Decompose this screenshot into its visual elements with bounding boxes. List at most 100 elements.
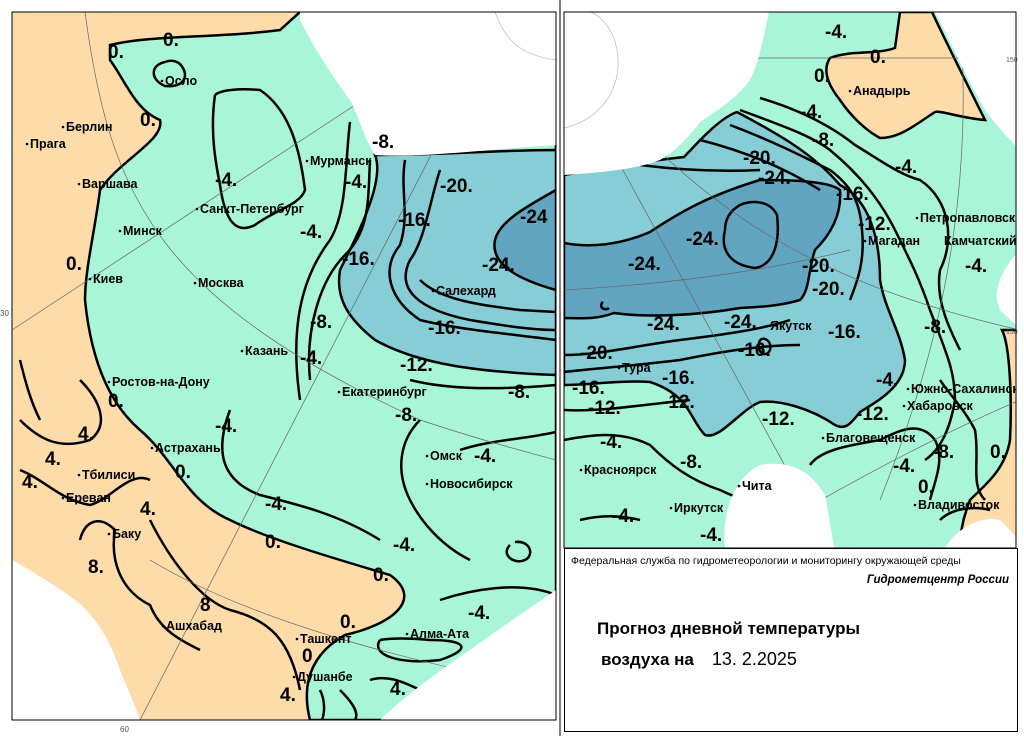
city-marker bbox=[848, 89, 852, 93]
region-below-minus24 bbox=[493, 188, 556, 292]
city-marker bbox=[292, 675, 296, 679]
city-label: Астрахань bbox=[155, 441, 221, 455]
isoline-value-label: 0. bbox=[163, 30, 179, 51]
isoline-value-label: -8. bbox=[395, 405, 417, 426]
isoline-value-label: 8. bbox=[88, 557, 104, 578]
city-marker bbox=[906, 387, 910, 391]
isoline-value-label: -4. bbox=[345, 172, 367, 193]
isoline-value-label: -4. bbox=[895, 157, 917, 178]
isoline-value-label: -4. bbox=[600, 432, 622, 453]
city-marker bbox=[913, 503, 917, 507]
isoline-value-label: -12. bbox=[662, 392, 695, 413]
no-data-bottom-left bbox=[12, 560, 140, 720]
city-marker bbox=[579, 468, 583, 472]
city-label: Якутск bbox=[770, 319, 812, 333]
city-marker bbox=[737, 484, 741, 488]
isoline-value-label: -8. bbox=[508, 382, 530, 403]
city-marker bbox=[431, 289, 435, 293]
isoline-value-label: -16. bbox=[572, 378, 605, 399]
isoline-value-label: -12. bbox=[762, 409, 795, 430]
isoline-value-label: -20. bbox=[440, 176, 473, 197]
city-marker bbox=[25, 142, 29, 146]
center-name: Гидрометцентр России bbox=[866, 574, 1009, 586]
no-data-top-right bbox=[300, 12, 556, 156]
isoline-value-label: -24. bbox=[758, 168, 791, 189]
city-label: Камчатский bbox=[944, 234, 1017, 248]
no-data-top-right bbox=[935, 12, 1016, 146]
city-marker bbox=[61, 496, 65, 500]
no-data-bottom-right bbox=[945, 519, 1016, 548]
city-marker bbox=[863, 239, 867, 243]
isoline-value-label: 0. bbox=[140, 110, 156, 131]
isoline-value-label: -20. bbox=[812, 279, 845, 300]
polar-circle bbox=[564, 12, 619, 129]
isoline-value-label: -24. bbox=[686, 229, 719, 250]
isoline-value-label: -24. bbox=[724, 312, 757, 333]
isoline-value-label: -24. bbox=[482, 255, 515, 276]
grid-label-60: 60 bbox=[120, 725, 129, 734]
city-label: Баку bbox=[112, 527, 141, 541]
city-label: Берлин bbox=[66, 120, 112, 134]
city-label: Красноярск bbox=[584, 463, 657, 477]
city-label: Иркутск bbox=[674, 501, 724, 515]
isoline-value-label: -8. bbox=[924, 317, 946, 338]
city-marker bbox=[617, 366, 621, 370]
forecast-info-box: Федеральная служба по гидрометеорологии … bbox=[564, 548, 1018, 732]
left-city-labels: Осло Берлин Прага Варшава Минск Санкт-Петербу… bbox=[25, 74, 513, 684]
isoline-value-label: -4. bbox=[393, 535, 415, 556]
isoline-value-label: 0. bbox=[814, 66, 830, 87]
left-panel-border bbox=[11, 11, 557, 721]
forecast-subtitle: воздуха на 13. 2.2025 bbox=[601, 649, 797, 670]
isoline-value-label: -12. bbox=[400, 355, 433, 376]
city-label: Прага bbox=[30, 137, 67, 151]
region-minus12-to-minus24 bbox=[337, 148, 556, 377]
city-label: Осло bbox=[165, 74, 197, 88]
isoline-value-label: -4. bbox=[215, 170, 237, 191]
isoline-value-label: -4. bbox=[800, 102, 822, 123]
agency-name: Федеральная служба по гидрометеорологии … bbox=[571, 555, 961, 567]
right-isolines bbox=[564, 28, 991, 522]
left-isoline-labels: 0. 0. 0. 0. 0. 0. 0. 0. 0. 0 -4. -4. -4. -4. -4. -4. -4.… bbox=[22, 30, 548, 706]
isoline-value-label: -12. bbox=[588, 398, 621, 419]
isoline-value-label: 0. bbox=[66, 254, 82, 275]
isoline-value-label: -4. bbox=[700, 525, 722, 546]
isoline-value-label: -24. bbox=[647, 314, 680, 335]
city-marker bbox=[902, 404, 906, 408]
left-map-panel: Осло Берлин Прага Варшава Минск Санкт-Петербу… bbox=[12, 12, 556, 720]
city-label: Екатеринбург bbox=[342, 385, 427, 399]
city-label: Ашхабад bbox=[166, 619, 222, 633]
city-label: Тбилиси bbox=[82, 468, 135, 482]
city-label: Новосибирск bbox=[430, 477, 513, 491]
isoline-value-label: -4. bbox=[468, 603, 490, 624]
city-label: Салехард bbox=[436, 284, 496, 298]
city-marker bbox=[405, 632, 409, 636]
isoline-value-label: -16. bbox=[738, 340, 771, 361]
city-label: Тура bbox=[622, 361, 652, 375]
isoline-value-label: -4. bbox=[474, 446, 496, 467]
isoline-value-label: -16. bbox=[662, 368, 695, 389]
city-label: Ереван bbox=[66, 491, 111, 505]
city-marker bbox=[107, 380, 111, 384]
isoline-value-label: -8. bbox=[680, 452, 702, 473]
city-marker bbox=[821, 436, 825, 440]
isoline-value-label: 4. bbox=[45, 449, 61, 470]
isoline-value-label: 0 bbox=[302, 646, 313, 667]
city-marker bbox=[337, 390, 341, 394]
grid-label-150-top: 150 bbox=[1006, 57, 1018, 64]
city-label: Благовещенск bbox=[826, 431, 916, 445]
isoline-value-label: -16. bbox=[828, 322, 861, 343]
isoline-value-label: -16. bbox=[428, 318, 461, 339]
isoline-value-label: -12. bbox=[858, 214, 891, 235]
city-marker bbox=[240, 349, 244, 353]
city-marker bbox=[160, 79, 164, 83]
city-marker bbox=[77, 182, 81, 186]
region-below-minus24 bbox=[564, 178, 842, 320]
left-isolines bbox=[18, 59, 556, 720]
isoline-value-label: -16. bbox=[398, 210, 431, 231]
city-marker bbox=[669, 506, 673, 510]
isoline-value-label: -4. bbox=[893, 456, 915, 477]
city-label: Ташкент bbox=[300, 632, 352, 646]
city-label: Москва bbox=[198, 276, 245, 290]
city-label: Алма-Ата bbox=[410, 627, 470, 641]
isoline-value-label: -4. bbox=[300, 348, 322, 369]
